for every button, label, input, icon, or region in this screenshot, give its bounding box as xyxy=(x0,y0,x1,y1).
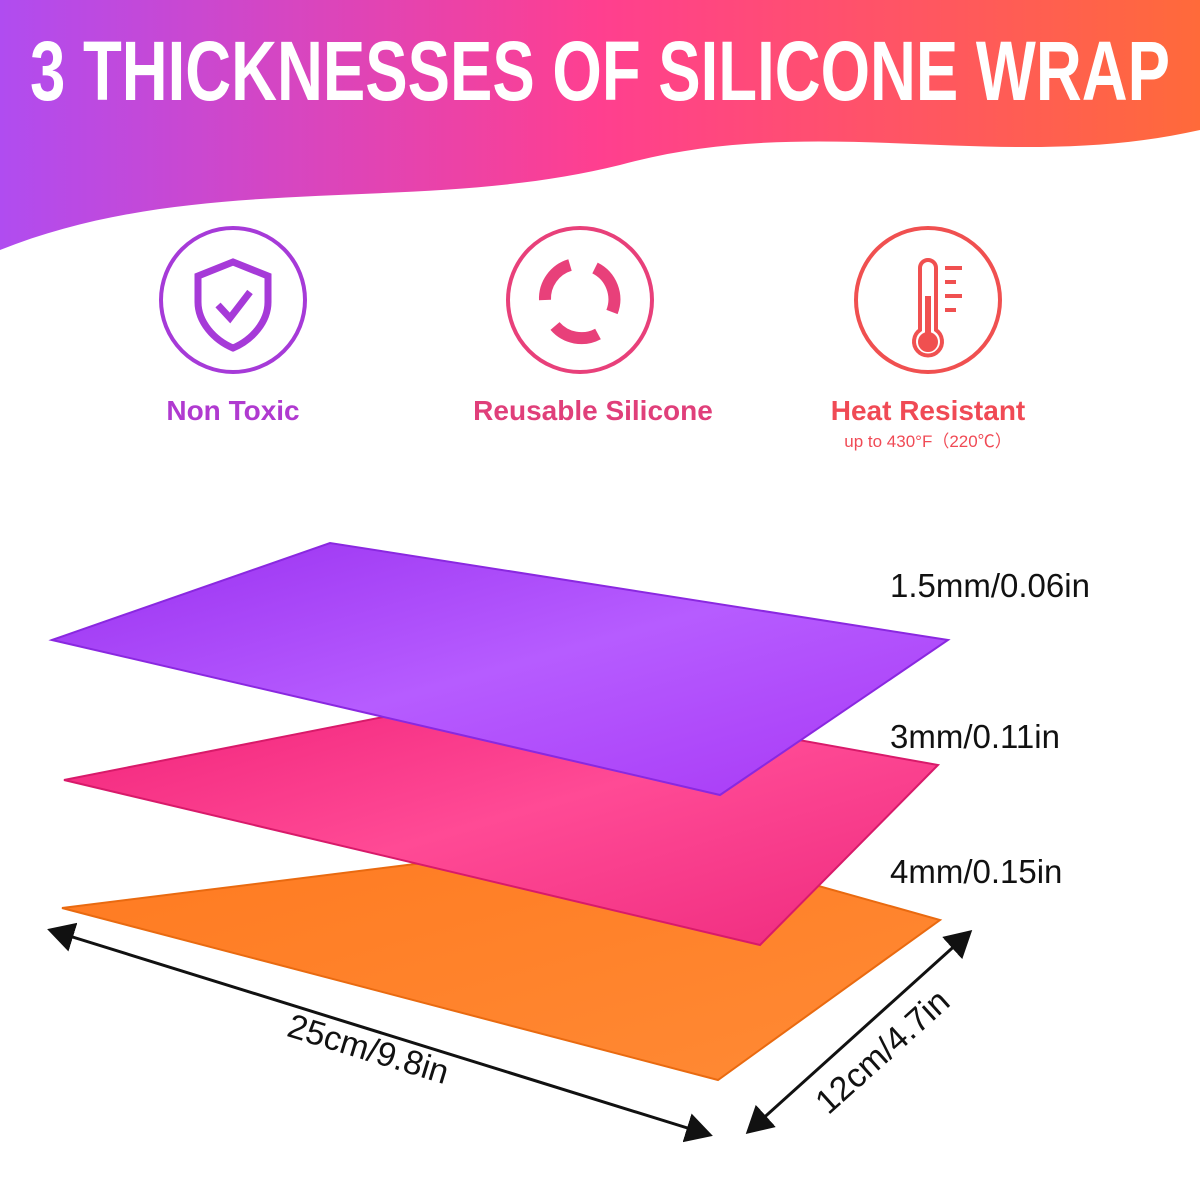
icon-heat xyxy=(854,226,1002,374)
feature-note: up to 430°F（220℃） xyxy=(844,432,1011,451)
thickness-label: 1.5mm/0.06in xyxy=(890,567,1090,604)
length-arrow xyxy=(47,922,713,1143)
thickness-label: 4mm/0.15in xyxy=(890,853,1062,890)
icon-non-toxic xyxy=(159,226,307,374)
icon-reusable xyxy=(506,226,654,374)
header-band xyxy=(0,0,1200,250)
width-label: 12cm/4.7in xyxy=(808,982,957,1122)
feature-label: Heat Resistant xyxy=(831,395,1026,426)
width-arrow xyxy=(745,929,973,1135)
feature-label: Reusable Silicone xyxy=(473,395,713,426)
length-label: 25cm/9.8in xyxy=(283,1007,453,1092)
sheet-purple xyxy=(48,541,951,797)
title: 3 THICKNESSES OF SILICONE WRAP xyxy=(30,24,1170,118)
thickness-label: 3mm/0.11in xyxy=(890,718,1060,755)
feature-label: Non Toxic xyxy=(166,395,299,426)
